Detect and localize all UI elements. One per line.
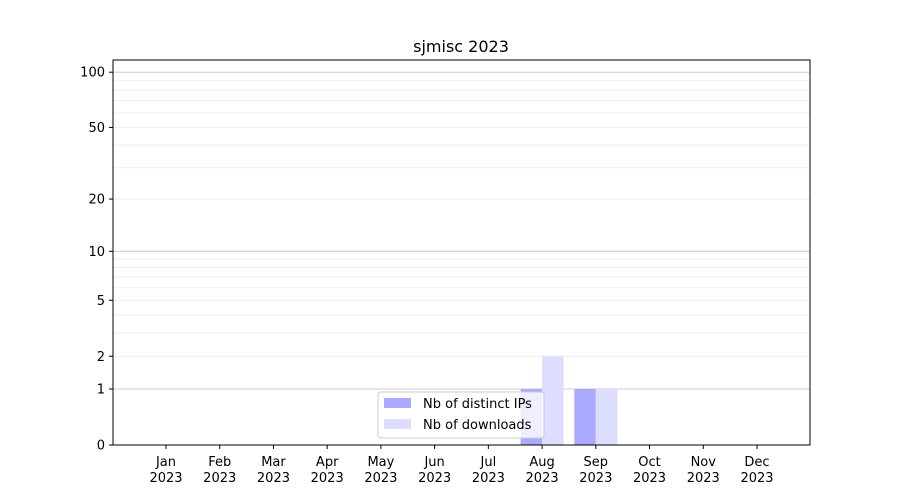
x-tick-label-year: 2023 [418, 471, 451, 486]
x-tick-label-year: 2023 [364, 471, 397, 486]
x-tick-label-month: Jun [423, 455, 444, 470]
y-tick-label: 100 [80, 66, 105, 81]
x-tick-label-year: 2023 [472, 471, 505, 486]
bar-downloads [542, 356, 564, 445]
x-tick-label-year: 2023 [687, 471, 720, 486]
x-tick-label-year: 2023 [526, 471, 559, 486]
x-tick-label-month: Jul [480, 455, 497, 470]
bar-downloads [595, 389, 618, 445]
y-tick-label: 1 [97, 383, 105, 398]
x-tick-label-month: Dec [744, 455, 769, 470]
bar-distinct-ips [574, 389, 596, 445]
x-tick-label-year: 2023 [740, 471, 773, 486]
legend-swatch-downloads [384, 419, 411, 429]
y-tick-label: 0 [97, 439, 105, 454]
chart-title: sjmisc 2023 [413, 37, 509, 56]
x-tick-label-year: 2023 [311, 471, 344, 486]
x-tick-label-year: 2023 [257, 471, 290, 486]
x-tick-label-month: Aug [529, 455, 554, 470]
legend: Nb of distinct IPs Nb of downloads [377, 391, 545, 439]
axes-frame [112, 59, 811, 446]
x-tick-label-month: Jan [155, 455, 176, 470]
legend-swatch-ips [384, 398, 411, 408]
x-tick-label-month: Sep [584, 455, 609, 470]
x-tick-label-month: Feb [208, 455, 231, 470]
x-tick-label-month: Oct [638, 455, 660, 470]
y-tick-label: 20 [88, 193, 105, 208]
legend-label-ips: Nb of distinct IPs [423, 397, 532, 412]
legend-box [377, 391, 545, 439]
y-tick-label: 10 [88, 245, 105, 260]
x-tick-label-month: Nov [691, 455, 717, 470]
x-tick-label-month: Apr [316, 455, 339, 470]
x-tick-label-year: 2023 [633, 471, 666, 486]
x-tick-label-month: May [367, 455, 394, 470]
legend-label-downloads: Nb of downloads [423, 418, 532, 433]
y-tick-label: 50 [88, 121, 105, 136]
x-tick-label-year: 2023 [149, 471, 182, 486]
x-tick-label-year: 2023 [579, 471, 612, 486]
x-tick-label-year: 2023 [203, 471, 236, 486]
y-tick-label: 5 [97, 294, 105, 309]
x-tick-label-month: Mar [261, 455, 286, 470]
y-tick-label: 2 [97, 350, 105, 365]
